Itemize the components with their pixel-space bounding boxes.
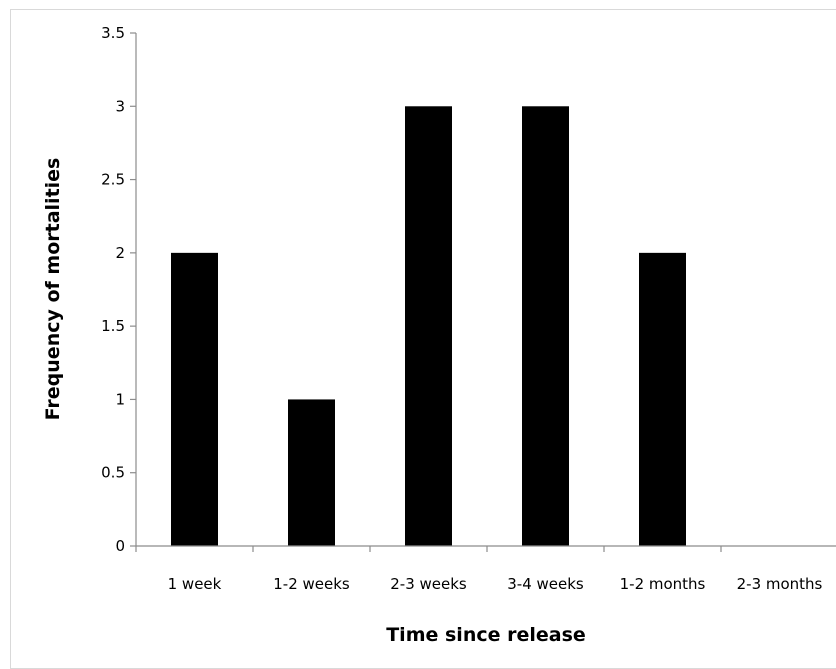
x-tick-label: 3-4 weeks [507,575,584,593]
y-tick-label: 2 [115,244,125,262]
y-tick-label: 0.5 [101,464,125,482]
x-axis-ticks: 1 week 1-2 weeks 2-3 weeks 3-4 weeks 1-2 mon… [135,546,823,593]
x-tick-label: 2-3 months [737,575,823,593]
x-axis-title: Time since release [386,624,586,646]
bar [639,252,686,546]
bar [522,106,569,547]
y-axis-ticks: 0 0.5 1 1.5 2 2.5 3 3.5 [101,24,136,555]
y-tick-label: 2.5 [101,171,125,189]
x-tick-label: 2-3 weeks [390,575,467,593]
x-tick-label: 1 week [168,575,222,593]
bar [171,252,218,546]
y-tick-label: 1.5 [101,317,125,335]
x-tick-label: 1-2 months [620,575,706,593]
y-axis-title: Frequency of mortalities [42,158,64,421]
bar [288,399,335,546]
bars [171,106,686,547]
y-tick-label: 0 [115,537,125,555]
bar [405,106,452,547]
bar-chart: 0 0.5 1 1.5 2 2.5 3 3.5 1 week 1-2 weeks 2-3 week… [42,24,836,646]
y-tick-label: 3 [115,97,125,115]
x-tick-label: 1-2 weeks [273,575,350,593]
y-tick-label: 1 [115,390,125,408]
y-tick-label: 3.5 [101,24,125,42]
